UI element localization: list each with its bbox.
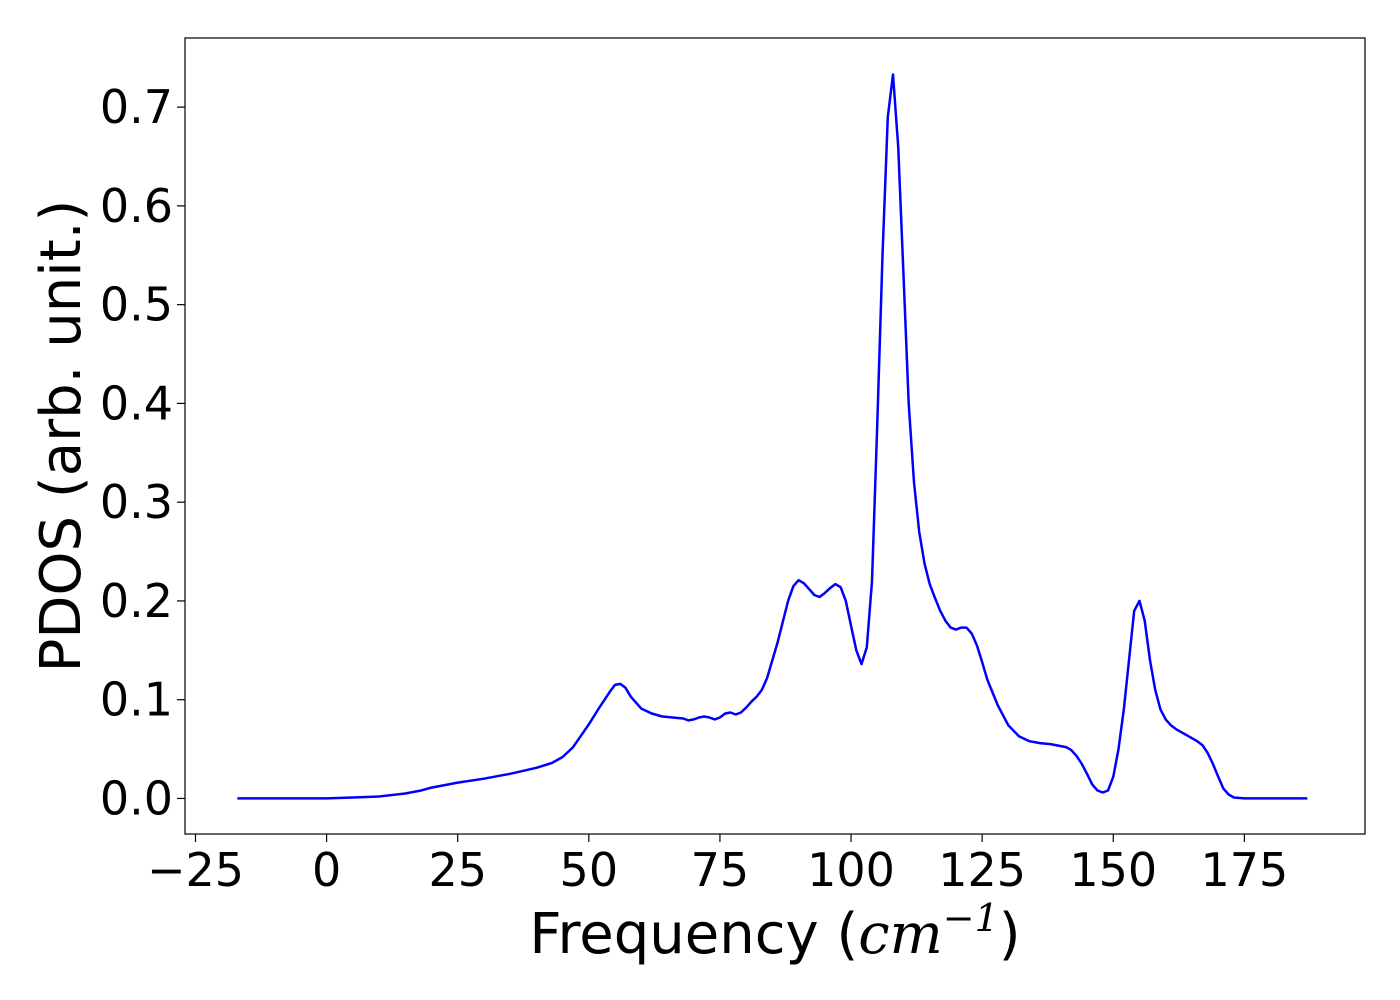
x-tick-label: 50 (560, 843, 619, 897)
x-tick-label: 175 (1200, 843, 1288, 897)
x-tick-label: 125 (938, 843, 1026, 897)
y-tick-label: 0.2 (100, 574, 173, 628)
y-tick-label: 0.6 (100, 179, 173, 233)
pdos-series-line (237, 73, 1308, 800)
y-tick-label: 0.1 (100, 673, 173, 727)
x-tick-label: 100 (807, 843, 895, 897)
x-tick-label: −25 (147, 843, 244, 897)
x-tick-label: 150 (1069, 843, 1157, 897)
y-tick-label: 0.4 (100, 376, 173, 430)
x-tick-label: 25 (428, 843, 487, 897)
y-tick-label: 0.5 (100, 278, 173, 332)
x-axis-label-exponent: −1 (943, 896, 999, 940)
y-tick-label: 0.7 (100, 80, 173, 134)
y-axis-label: PDOS (arb. unit.) (29, 200, 94, 673)
x-tick-label: 0 (312, 843, 341, 897)
y-axis-ticks: 0.0 0.1 0.2 0.3 0.4 0.5 0.6 0.7 (100, 80, 185, 825)
x-axis-label: Frequency (cm−1) (529, 896, 1020, 967)
y-tick-label: 0.3 (100, 475, 173, 529)
x-axis-ticks: −25 0 25 50 75 100 125 150 175 (147, 834, 1288, 897)
x-axis-label-text: Frequency ( (529, 902, 858, 967)
x-axis-label-unit: cm (858, 902, 942, 967)
y-tick-label: 0.0 (100, 771, 173, 825)
x-tick-label: 75 (691, 843, 750, 897)
x-axis-label-close: ) (999, 902, 1021, 967)
plot-frame (184, 37, 1366, 835)
